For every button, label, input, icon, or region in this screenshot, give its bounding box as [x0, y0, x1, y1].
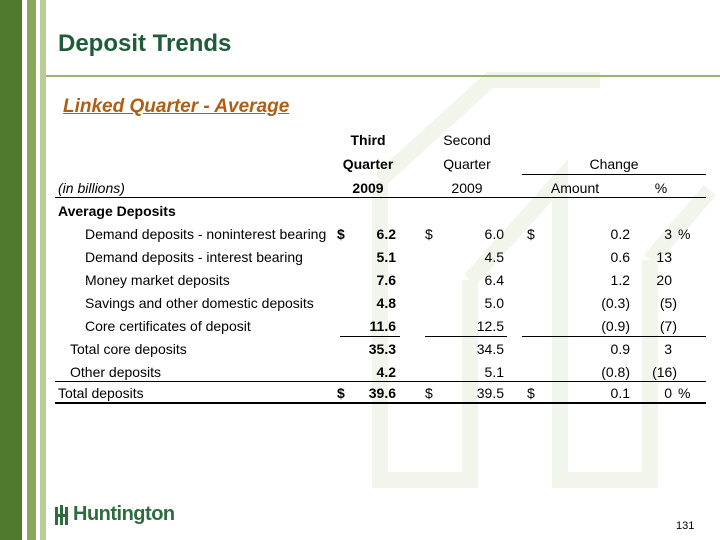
row-label: Money market deposits [85, 272, 230, 288]
left-stripe-dark [0, 0, 22, 540]
col-third-header-2: Quarter [342, 156, 394, 172]
col-third-header-3: 2009 [352, 180, 384, 196]
row-label: Savings and other domestic deposits [85, 295, 314, 311]
row-pct-value: 20 [656, 272, 672, 288]
left-stripe-gap [22, 0, 27, 540]
col-second-header-3: 2009 [451, 180, 483, 196]
row-label: Demand deposits - interest bearing [85, 249, 303, 265]
row-prev-value: 6.4 [484, 272, 504, 288]
subtotal-rule-prev [425, 336, 507, 337]
left-stripe-light [40, 0, 46, 540]
row-cur-value: 6.2 [376, 226, 396, 242]
row-prev-value: 12.5 [476, 318, 504, 334]
col-second-header-1: Second [443, 132, 491, 148]
change-header-rule [522, 174, 706, 175]
section-label: Average Deposits [58, 203, 176, 219]
huntington-logo: Huntington [55, 503, 175, 526]
row-amt-value: (0.8) [601, 364, 630, 380]
total-rule-bottom [55, 402, 706, 404]
row-prev-value: 5.1 [484, 364, 504, 380]
row-cur-sym: $ [337, 385, 345, 401]
row-prev-value: 5.0 [484, 295, 504, 311]
row-cur-value: 39.6 [368, 385, 396, 401]
col-third-header-1: Third [350, 132, 386, 148]
subtotal-rule-change [522, 336, 706, 337]
row-prev-value: 6.0 [484, 226, 504, 242]
logo-text: Huntington [73, 503, 175, 525]
row-prev-value: 39.5 [476, 385, 504, 401]
row-pct-sym: % [678, 385, 691, 401]
row-label: Total deposits [58, 385, 144, 401]
row-amt-value: 0.9 [610, 341, 630, 357]
row-amt-value: 0.6 [610, 249, 630, 265]
row-cur-value: 5.1 [376, 249, 396, 265]
huntington-watermark-icon [372, 72, 717, 488]
row-amt-value: (0.3) [601, 295, 630, 311]
row-amt-value: 0.2 [610, 226, 630, 242]
row-prev-sym: $ [425, 226, 433, 242]
row-label: Total core deposits [70, 341, 187, 357]
total-rule-top [55, 381, 706, 382]
units-label: (in billions) [58, 180, 125, 196]
row-prev-value: 34.5 [476, 341, 504, 357]
row-pct-value: (5) [659, 295, 677, 311]
title-divider [46, 75, 720, 77]
left-stripe-mid [27, 0, 36, 540]
row-prev-sym: $ [425, 385, 433, 401]
row-label: Other deposits [70, 364, 162, 380]
row-prev-value: 4.5 [484, 249, 504, 265]
page-number: 131 [676, 520, 695, 532]
row-cur-value: 11.6 [369, 318, 396, 334]
row-cur-value: 4.8 [376, 295, 396, 311]
row-cur-sym: $ [337, 226, 345, 242]
change-header: Change [589, 156, 639, 172]
row-pct-value: (16) [652, 364, 677, 380]
row-amt-sym: $ [527, 385, 535, 401]
row-label: Demand deposits - noninterest bearing [85, 226, 327, 242]
header-rule [55, 197, 706, 198]
row-pct-sym: % [678, 226, 691, 242]
page-subtitle: Linked Quarter - Average [63, 96, 290, 117]
pct-header: % [654, 180, 668, 196]
row-amt-value: 1.2 [610, 272, 630, 288]
amount-header: Amount [550, 180, 600, 196]
row-pct-value: (7) [659, 318, 677, 334]
subtotal-rule-cur [340, 336, 400, 337]
col-second-header-2: Quarter [443, 156, 491, 172]
row-cur-value: 35.3 [368, 341, 396, 357]
huntington-logo-icon [55, 504, 68, 525]
row-pct-value: 3 [664, 226, 672, 242]
row-label: Core certificates of deposit [85, 318, 251, 334]
left-stripe-gap-2 [36, 0, 40, 540]
row-amt-sym: $ [527, 226, 535, 242]
row-pct-value: 13 [656, 249, 672, 265]
row-pct-value: 3 [664, 341, 672, 357]
row-cur-value: 4.2 [376, 364, 396, 380]
row-amt-value: (0.9) [601, 318, 630, 334]
row-cur-value: 7.6 [376, 272, 396, 288]
page-title: Deposit Trends [58, 30, 232, 57]
row-amt-value: 0.1 [610, 385, 630, 401]
row-pct-value: 0 [664, 385, 672, 401]
